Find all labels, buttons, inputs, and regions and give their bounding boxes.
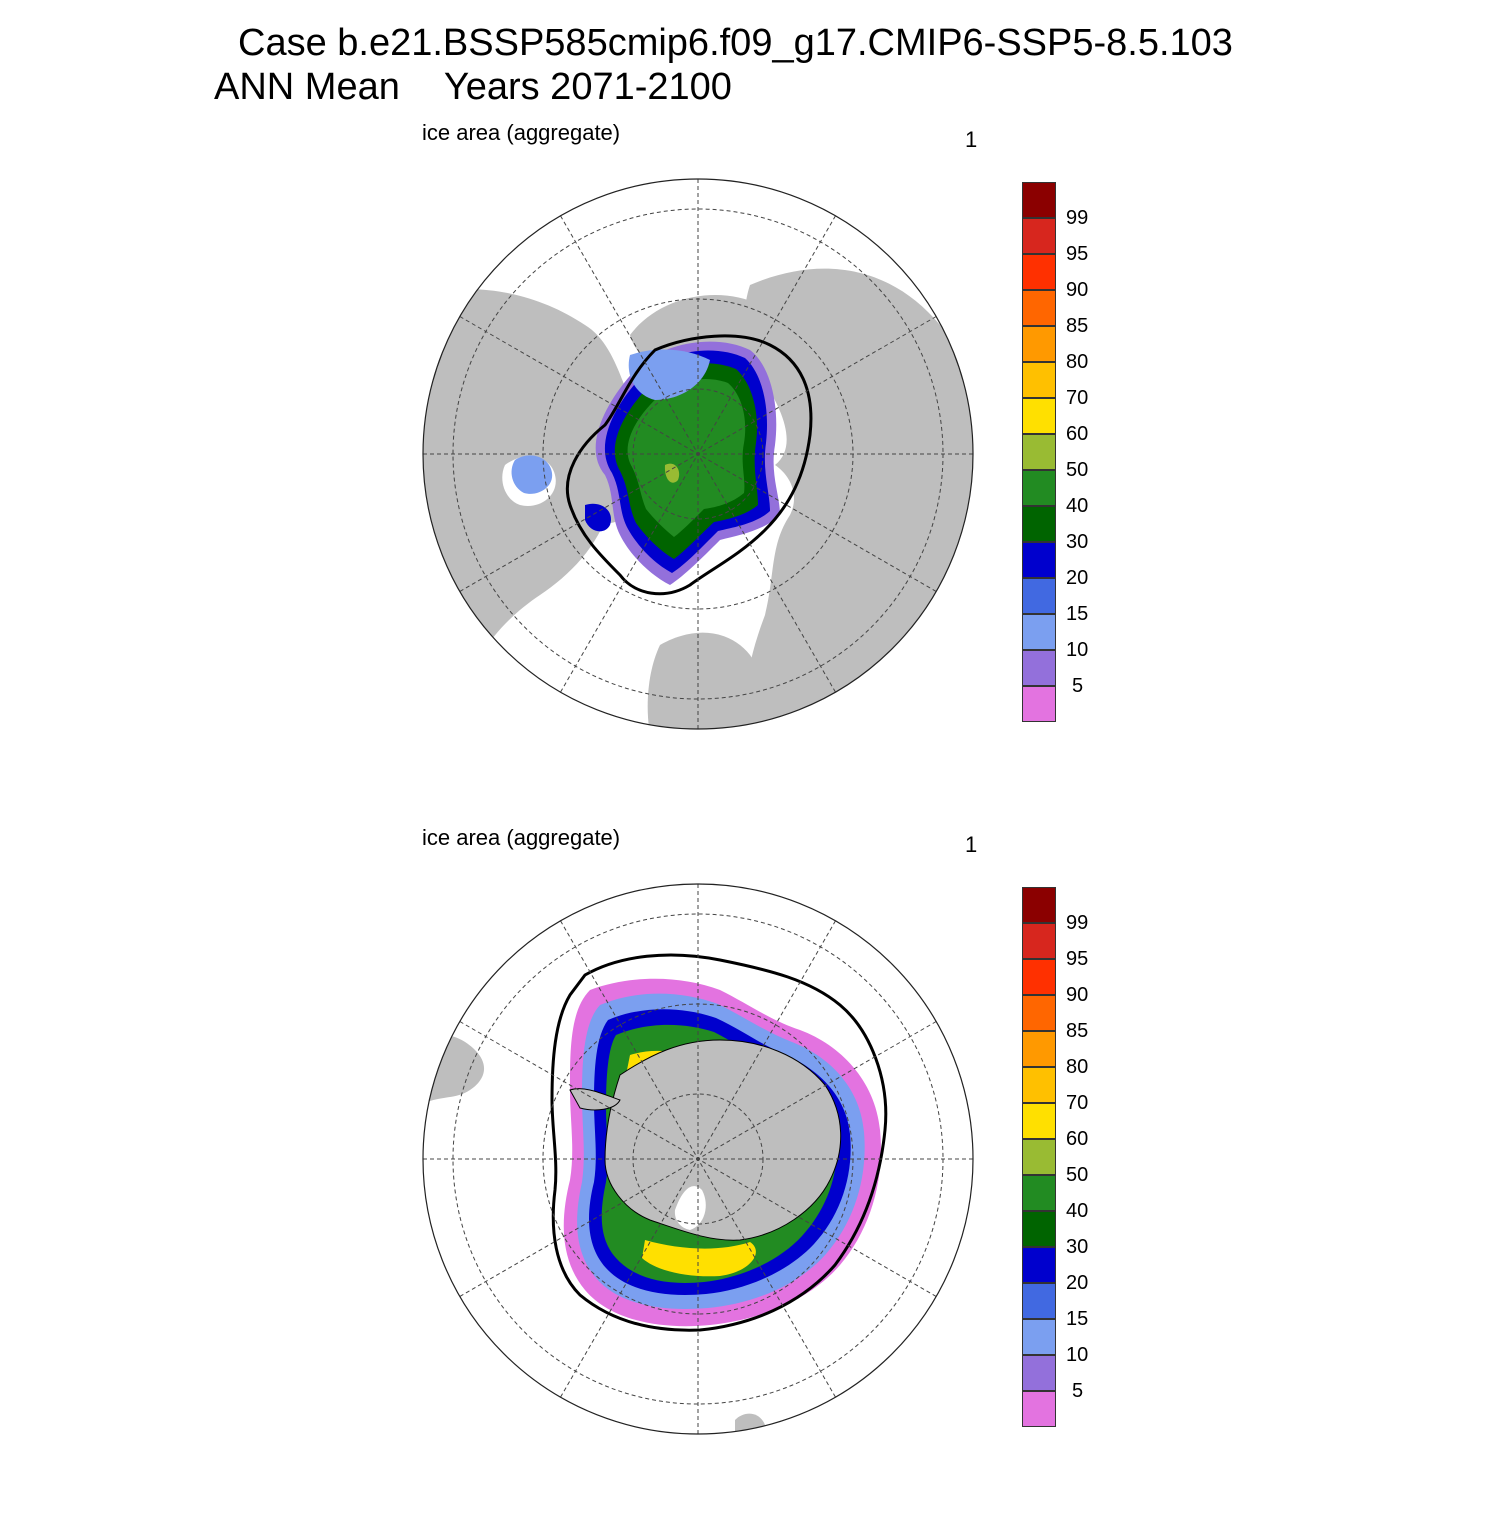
colorbar-swatch <box>1022 398 1056 434</box>
colorbar-tick-label: 30 <box>1066 531 1089 553</box>
colorbar-swatch <box>1022 326 1056 362</box>
ross-ice-shelf-gap <box>674 1186 706 1230</box>
colorbar-swatch <box>1022 578 1056 614</box>
colorbar-tick-label: 85 <box>1066 1020 1089 1042</box>
antarctica-landmass <box>604 1039 842 1241</box>
map-boundary <box>422 883 974 1435</box>
colorbar-swatch <box>1022 1031 1056 1067</box>
colorbar-tick-label: 50 <box>1066 459 1089 481</box>
colorbar-swatch <box>1022 1319 1056 1355</box>
colorbar-swatch <box>1022 1211 1056 1247</box>
colorbar-swatch <box>1022 290 1056 326</box>
colorbar-swatch <box>1022 434 1056 470</box>
colorbar-tick-label: 30 <box>1066 1236 1089 1258</box>
colorbar-swatch <box>1022 182 1056 218</box>
colorbar-tick-label: 85 <box>1066 315 1089 337</box>
map-boundary <box>422 178 974 730</box>
colorbar-swatch <box>1022 614 1056 650</box>
colorbar-swatch <box>1022 218 1056 254</box>
colorbar-tick-label: 40 <box>1066 1200 1089 1222</box>
colorbar-tick-label: 15 <box>1066 1308 1089 1330</box>
colorbar-tick-label: 99 <box>1066 207 1089 229</box>
south-polar-map <box>422 883 974 1435</box>
south-graticule <box>423 884 973 1434</box>
colorbar-swatch <box>1022 686 1056 722</box>
figure-title: Case b.e21.BSSP585cmip6.f09_g17.CMIP6-SS… <box>238 22 1233 64</box>
north-colorbar: 99 95 90 85 80 70 60 50 40 30 20 15 10 5 <box>1022 182 1122 724</box>
colorbar-swatch <box>1022 254 1056 290</box>
colorbar-swatch <box>1022 362 1056 398</box>
colorbar-tick-label: 95 <box>1066 948 1089 970</box>
panel-units-label: 1 <box>965 832 978 857</box>
panel-units-label: 1 <box>965 127 978 152</box>
colorbar-tick-label: 60 <box>1066 1128 1089 1150</box>
colorbar-tick-label: 50 <box>1066 1164 1089 1186</box>
colorbar-tick-label: 10 <box>1066 1344 1089 1366</box>
colorbar-tick-label: 90 <box>1066 984 1089 1006</box>
colorbar-swatch <box>1022 1139 1056 1175</box>
colorbar-swatch <box>1022 1103 1056 1139</box>
colorbar-swatch <box>1022 1391 1056 1427</box>
south-panel: ice area (aggregate) 1 <box>0 820 1500 1525</box>
colorbar-swatch <box>1022 506 1056 542</box>
colorbar-tick-label: 5 <box>1072 675 1084 697</box>
colorbar-tick-label: 60 <box>1066 423 1089 445</box>
colorbar-swatch <box>1022 542 1056 578</box>
colorbar-swatch <box>1022 923 1056 959</box>
colorbar-tick-label: 10 <box>1066 639 1089 661</box>
colorbar-tick-label: 15 <box>1066 603 1089 625</box>
colorbar-tick-label: 80 <box>1066 1056 1089 1078</box>
colorbar-tick-label: 99 <box>1066 912 1089 934</box>
figure-subtitle: ANN Mean Years 2071-2100 <box>214 68 732 106</box>
colorbar-swatch <box>1022 959 1056 995</box>
colorbar-swatch <box>1022 650 1056 686</box>
colorbar-tick-label: 80 <box>1066 351 1089 373</box>
ice-extent-contour <box>550 953 888 1332</box>
colorbar-swatch <box>1022 1067 1056 1103</box>
colorbar-tick-label: 5 <box>1072 1380 1084 1402</box>
colorbar-tick-label: 70 <box>1066 387 1089 409</box>
north-polar-map <box>422 178 974 730</box>
colorbar-swatch <box>1022 887 1056 923</box>
colorbar-swatch <box>1022 1355 1056 1391</box>
colorbar-tick-label: 70 <box>1066 1092 1089 1114</box>
north-graticule <box>423 179 973 729</box>
ice-extent-contour <box>565 334 813 596</box>
panel-variable-label: ice area (aggregate) <box>422 120 621 145</box>
colorbar-swatch <box>1022 1175 1056 1211</box>
season-label: ANN Mean <box>214 66 400 108</box>
colorbar-swatch <box>1022 995 1056 1031</box>
colorbar-tick-label: 40 <box>1066 495 1089 517</box>
south-colorbar: 99 95 90 85 80 70 60 50 40 30 20 15 10 5 <box>1022 887 1122 1429</box>
years-label: Years 2071-2100 <box>443 66 732 108</box>
colorbar-tick-label: 20 <box>1066 567 1089 589</box>
colorbar-tick-label: 90 <box>1066 279 1089 301</box>
colorbar-swatch <box>1022 1283 1056 1319</box>
north-panel: ice area (aggregate) 1 <box>0 115 1500 820</box>
colorbar-swatch <box>1022 1247 1056 1283</box>
panel-variable-label: ice area (aggregate) <box>422 825 621 850</box>
colorbar-tick-label: 20 <box>1066 1272 1089 1294</box>
colorbar-swatch <box>1022 470 1056 506</box>
colorbar-tick-label: 95 <box>1066 243 1089 265</box>
